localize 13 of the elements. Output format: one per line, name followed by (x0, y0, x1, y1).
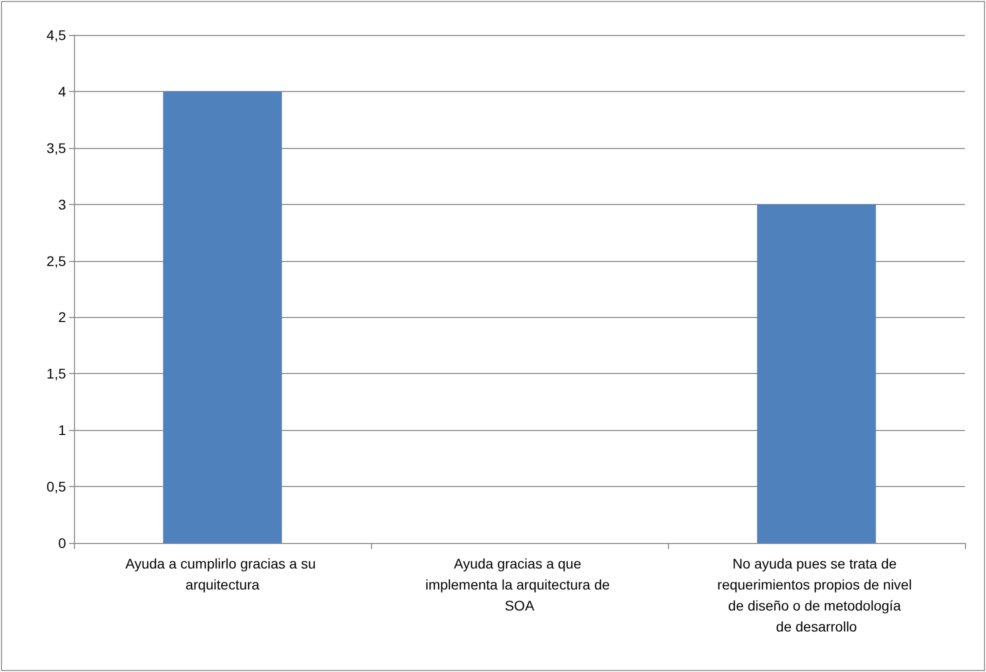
x-tick-label: Ayuda gracias a que implementa la arquitectura de SOA (425, 556, 614, 614)
y-tick-label: 4 (58, 83, 66, 100)
y-tick-label: 2 (58, 309, 66, 326)
y-tick-label: 1 (58, 422, 66, 438)
y-tick-label: 2,5 (46, 252, 66, 269)
y-tick-label: 1,5 (46, 366, 66, 382)
x-tick-label: No ayuda pues se trata de requerimientos propios de nivel de diseño o de metodología de desarrollo (717, 556, 916, 634)
y-tick-label: 0 (58, 535, 66, 551)
y-tick-label: 0,5 (46, 478, 66, 495)
y-tick-label: 4,5 (46, 27, 66, 43)
x-tick-label: Ayuda a cumplirlo gracias a su arquitectura (125, 556, 320, 592)
y-tick-label: 3 (58, 196, 66, 212)
y-tick-label: 3,5 (46, 140, 66, 156)
